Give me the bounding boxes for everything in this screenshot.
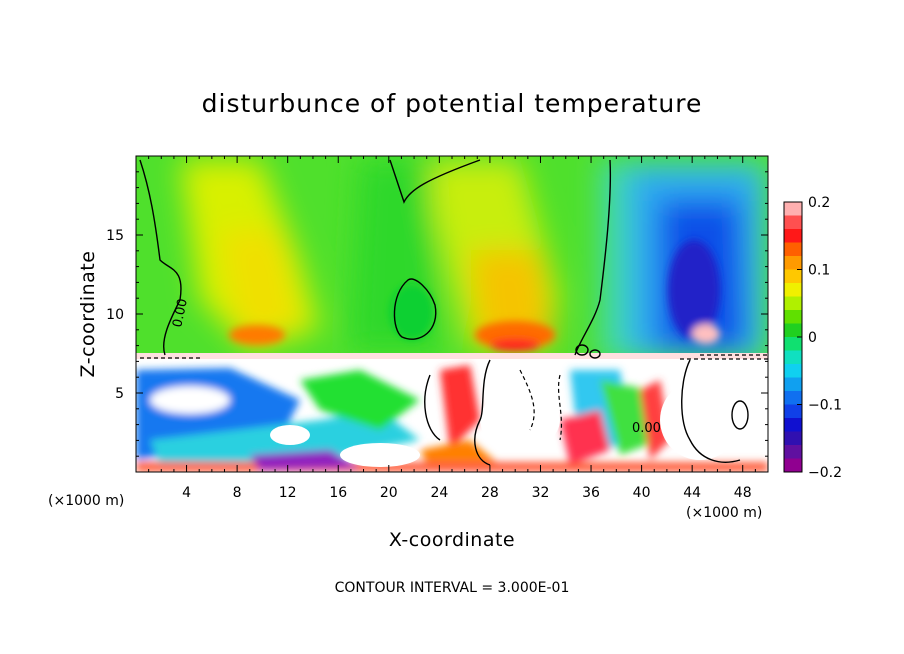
colorbar-segment (784, 445, 802, 459)
colorbar-segment (784, 256, 802, 270)
x-tick-label: 20 (380, 485, 398, 501)
contour-interval-note: CONTOUR INTERVAL = 3.000E-01 (335, 580, 570, 596)
y-axis-label: Z-coordinate (77, 251, 99, 378)
x-tick-label: 4 (182, 485, 191, 501)
chart-title: disturbunce of potential temperature (202, 89, 703, 118)
x-tick-label: 16 (329, 485, 347, 501)
colorbar-segment (784, 458, 802, 473)
colorbar-segment (784, 350, 802, 365)
colorbar-segment (784, 310, 802, 324)
colorbar-segment (784, 283, 802, 297)
colorbar-segment (784, 418, 802, 432)
colorbar-tick-label: 0 (808, 330, 817, 346)
colorbar-segment (784, 202, 802, 216)
x-tick-label: 48 (734, 485, 752, 501)
colorbar-tick-label: 0.1 (808, 263, 830, 279)
x-unit-label-right: (×1000 m) (686, 505, 762, 521)
x-axis-ticks: 4 8 12 16 20 24 28 32 36 40 44 48 (148, 156, 756, 501)
y-tick-label: 5 (115, 386, 124, 402)
x-tick-label: 44 (683, 485, 701, 501)
colorbar-segment (784, 269, 802, 284)
colorbar-tick-label: −0.2 (808, 465, 842, 481)
x-tick-label: 8 (233, 485, 242, 501)
x-tick-label: 24 (430, 485, 448, 501)
x-tick-label: 40 (633, 485, 651, 501)
colorbar-tick-label: 0.2 (808, 195, 830, 211)
contour-label: 0.00 (632, 421, 661, 436)
x-tick-label: 32 (532, 485, 550, 501)
contour-label: 0.00 (170, 297, 191, 328)
colorbar-segment (784, 229, 802, 243)
colorbar-segment (784, 337, 802, 351)
y-tick-label: 10 (106, 307, 124, 323)
colorbar-segment (784, 391, 802, 405)
y-axis-ticks: 5 10 15 (106, 171, 768, 457)
colorbar-ticks: 0.2 0.1 0 −0.1 −0.2 (797, 195, 842, 481)
colorbar-segment (784, 242, 802, 257)
heatmap-field (136, 156, 768, 472)
colorbar-segment (784, 377, 802, 392)
x-unit-label-left: (×1000 m) (48, 493, 124, 509)
colorbar (783, 201, 803, 473)
y-tick-label: 15 (106, 228, 124, 244)
colorbar-segment (784, 215, 802, 230)
x-tick-label: 36 (582, 485, 600, 501)
colorbar-segment (784, 323, 802, 338)
colorbar-segment (784, 296, 802, 311)
colorbar-segment (784, 404, 802, 419)
colorbar-tick-label: −0.1 (808, 398, 842, 414)
colorbar-segment (784, 431, 802, 446)
colorbar-segment (784, 364, 802, 378)
x-tick-label: 12 (279, 485, 297, 501)
x-axis-label: X-coordinate (389, 529, 515, 551)
x-tick-label: 28 (481, 485, 499, 501)
